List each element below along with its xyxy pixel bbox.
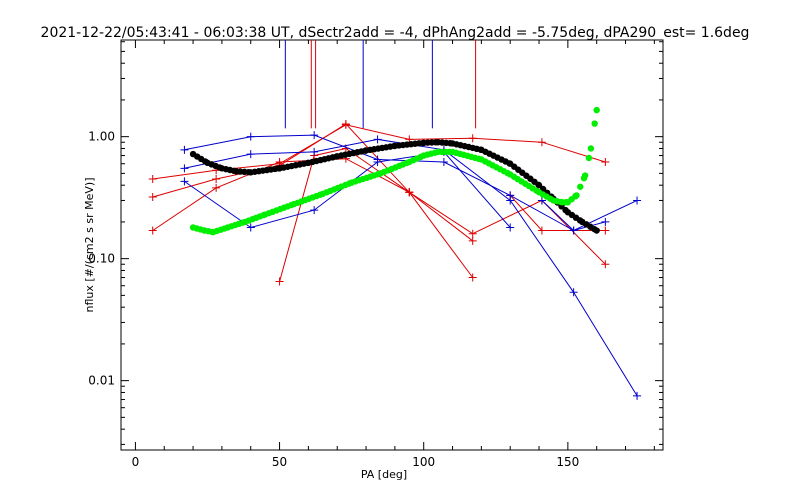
data-point-marker: [601, 217, 610, 226]
series-line: [279, 147, 606, 282]
x-tick-label: 150: [556, 455, 579, 469]
y-axis-label: nflux [#/(cm2 s sr MeV)]: [83, 178, 96, 313]
x-tick-label: 100: [412, 455, 435, 469]
data-point-marker: [405, 188, 414, 197]
data-point-marker: [275, 157, 284, 166]
data-point-marker: [601, 157, 610, 166]
data-point-marker: [439, 157, 448, 166]
data-point-marker: [468, 134, 477, 143]
green-curve-dot: [581, 172, 589, 179]
data-point-marker: [246, 132, 255, 141]
green-curve-dot: [577, 183, 584, 190]
data-point-marker: [180, 164, 189, 173]
data-point-marker: [569, 226, 578, 235]
data-point-marker: [468, 229, 477, 238]
data-point-marker: [341, 119, 350, 128]
data-point-marker: [468, 273, 477, 282]
green-curve-dot: [585, 154, 593, 162]
green-curve-dot: [593, 106, 600, 114]
green-curve-dot: [591, 120, 598, 127]
black-curve-dot: [593, 227, 600, 234]
data-point-marker: [310, 206, 319, 215]
black-curve-dot: [535, 182, 543, 189]
chart-title: 2021-12-22/05:43:41 - 06:03:38 UT, dSect…: [41, 25, 750, 41]
plot-frame: [120, 39, 664, 451]
reference-lines: [284, 40, 477, 129]
data-point-marker: [506, 223, 515, 232]
data-point-marker: [148, 174, 157, 183]
data-point-marker: [569, 288, 578, 297]
green-curve-dot: [573, 192, 580, 199]
data-point-marker: [275, 277, 284, 286]
series-line: [184, 138, 638, 397]
data-point-marker: [601, 260, 610, 269]
data-point-marker: [148, 226, 157, 235]
series-line: [152, 123, 474, 242]
data-point-marker: [373, 135, 382, 144]
green-curve-dot: [587, 145, 595, 152]
data-point-marker: [246, 223, 255, 232]
data-point-marker: [537, 138, 546, 147]
data-point-marker: [506, 196, 515, 205]
y-tick-label: 0.10: [88, 252, 115, 266]
series-line: [152, 158, 474, 278]
y-tick-label: 0.01: [88, 374, 115, 388]
data-point-marker: [180, 177, 189, 186]
data-point-marker: [148, 193, 157, 202]
y-tick-label: 1.00: [88, 130, 115, 144]
data-point-marker: [537, 226, 546, 235]
x-tick-label: 0: [132, 455, 140, 469]
data-point-marker: [373, 157, 382, 166]
data-point-marker: [212, 174, 221, 183]
data-point-marker: [180, 145, 189, 154]
axis-ticks: 0 50 100 150 0.01 0.10 1.00: [88, 40, 663, 469]
data-point-marker: [633, 196, 642, 205]
data-point-marker: [212, 183, 221, 192]
data-point-marker: [468, 236, 477, 245]
fit-curves: [189, 106, 600, 236]
x-axis-label: PA [deg]: [361, 468, 407, 481]
x-tick-label: 50: [272, 455, 287, 469]
data-series: [148, 119, 642, 400]
data-point-marker: [246, 150, 255, 159]
data-point-marker: [537, 196, 546, 205]
data-point-marker: [601, 226, 610, 235]
data-point-marker: [310, 131, 319, 140]
data-point-marker: [633, 391, 642, 400]
data-point-marker: [310, 147, 319, 156]
